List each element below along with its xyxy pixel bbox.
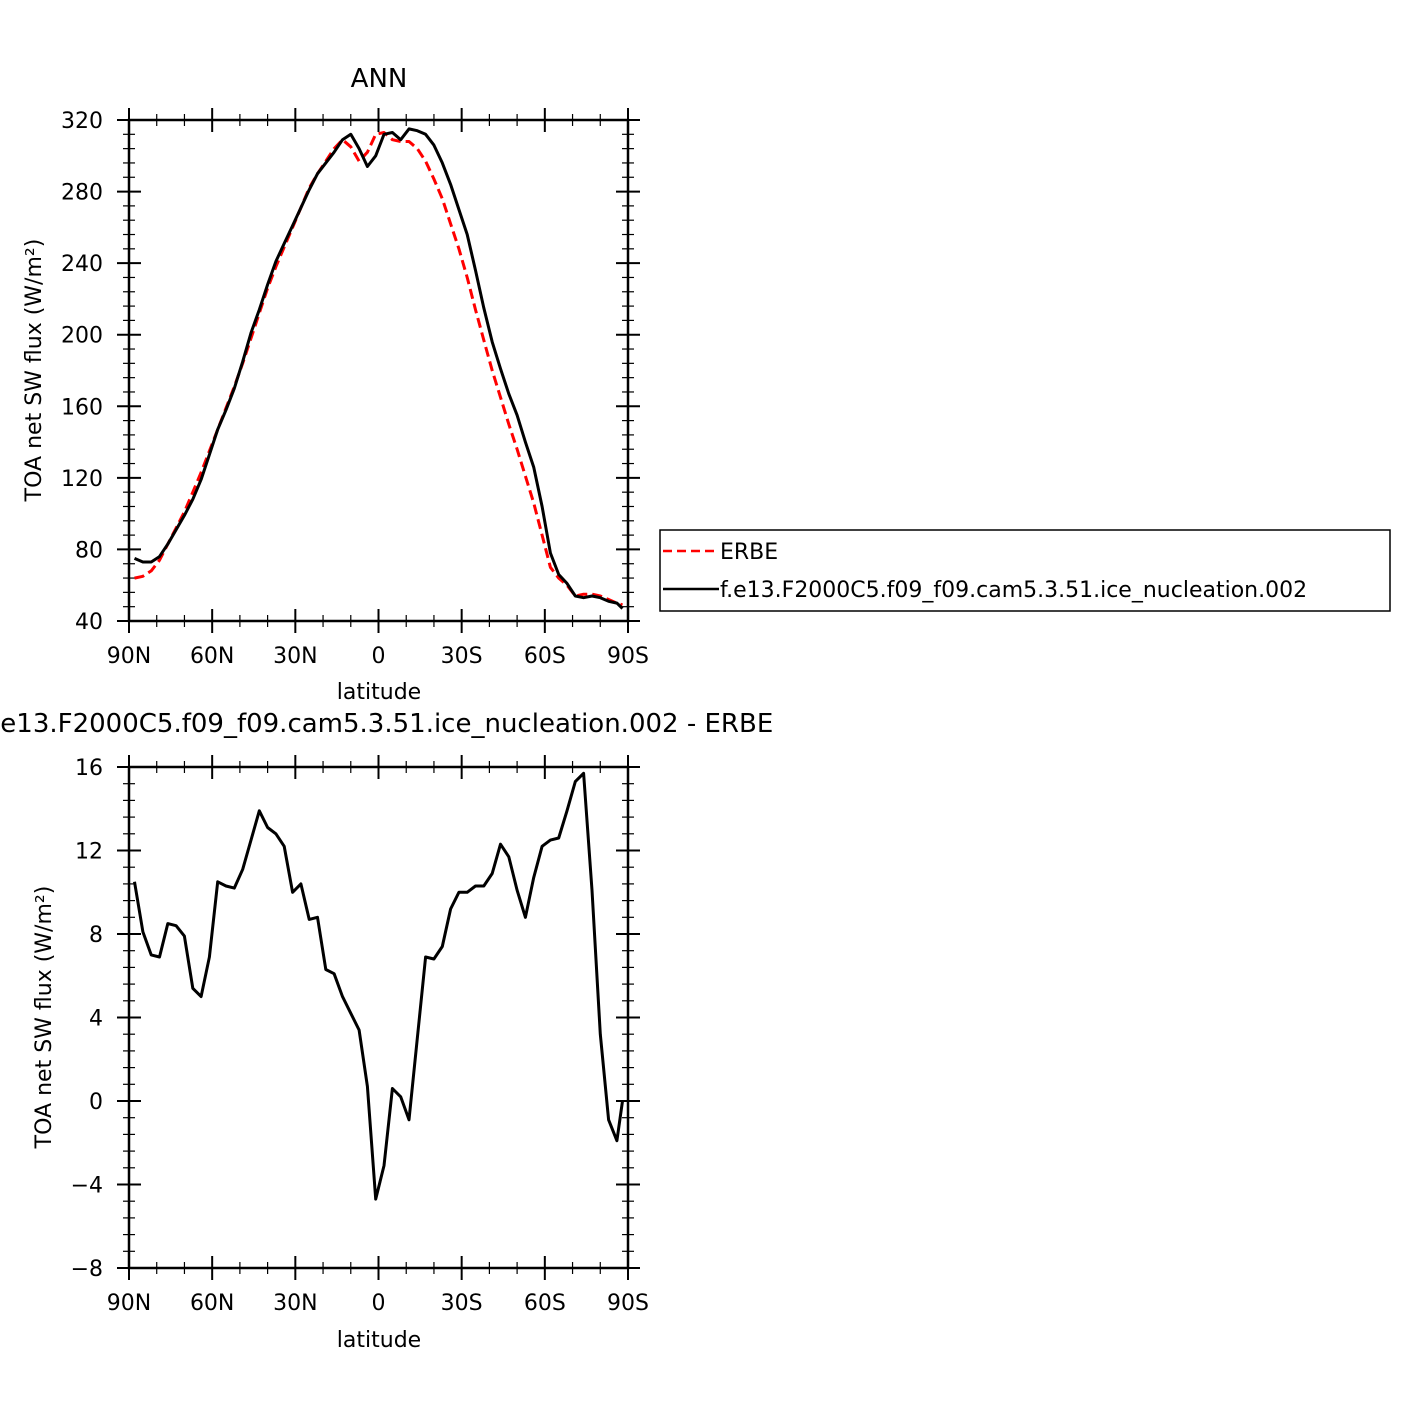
bottom-y-tick-label: 4 bbox=[89, 1007, 103, 1032]
top-y-tick-label: 320 bbox=[61, 109, 103, 134]
bottom-x-tick-label: 60N bbox=[190, 1291, 234, 1316]
legend-label-erbe: ERBE bbox=[720, 540, 778, 565]
top-plot-frame bbox=[127, 118, 630, 623]
top-y-tick-label: 80 bbox=[75, 538, 103, 563]
bottom-x-tick-label: 0 bbox=[372, 1291, 386, 1316]
top-y-tick-label: 160 bbox=[61, 395, 103, 420]
bottom-y-tick-label: 16 bbox=[75, 756, 103, 781]
top-x-tick-label: 60N bbox=[190, 644, 234, 669]
bottom-plot-frame bbox=[127, 765, 630, 1270]
top-x-axis-label: latitude bbox=[337, 680, 421, 705]
bottom-x-tick-label: 30N bbox=[273, 1291, 317, 1316]
bottom-y-axis-label: TOA net SW flux (W/m²) bbox=[32, 886, 57, 1150]
bottom-x-tick-label: 30S bbox=[441, 1291, 483, 1316]
bottom-y-tick-label: 8 bbox=[89, 923, 103, 948]
bottom-y-tick-label: 0 bbox=[89, 1090, 103, 1115]
top-y-tick-label: 240 bbox=[61, 252, 103, 277]
top-x-tick-label: 30N bbox=[273, 644, 317, 669]
legend-box bbox=[659, 529, 1391, 612]
top-x-tick-label: 90N bbox=[107, 644, 151, 669]
top-panel: ANN 40 80 120 160 200 240 280 320 90N 60N 30N 0 30S 6… bbox=[22, 64, 1391, 705]
legend: ERBE f.e13.F2000C5.f09_f09.cam5.3.51.ice… bbox=[659, 529, 1391, 612]
bottom-y-tick-label: 12 bbox=[75, 840, 103, 865]
top-x-tick-label: 0 bbox=[372, 644, 386, 669]
bottom-x-tick-label: 60S bbox=[524, 1291, 566, 1316]
top-chart-title: ANN bbox=[351, 64, 408, 94]
bottom-y-tick-label: −8 bbox=[71, 1257, 103, 1282]
bottom-chart-title: f.e13.F2000C5.f09_f09.cam5.3.51.ice_nucl… bbox=[0, 709, 773, 739]
bottom-panel: f.e13.F2000C5.f09_f09.cam5.3.51.ice_nucl… bbox=[0, 709, 773, 1353]
top-x-tick-label: 60S bbox=[524, 644, 566, 669]
top-y-tick-label: 280 bbox=[61, 181, 103, 206]
top-y-tick-label: 200 bbox=[61, 324, 103, 349]
bottom-x-tick-label: 90S bbox=[607, 1291, 649, 1316]
legend-label-model: f.e13.F2000C5.f09_f09.cam5.3.51.ice_nucl… bbox=[720, 578, 1307, 603]
top-x-tick-label: 30S bbox=[441, 644, 483, 669]
top-series-lines bbox=[133, 127, 624, 610]
top-y-axis-label: TOA net SW flux (W/m²) bbox=[22, 239, 47, 503]
bottom-y-tick-label: −4 bbox=[71, 1174, 103, 1199]
bottom-x-tick-label: 90N bbox=[107, 1291, 151, 1316]
top-y-tick-label: 40 bbox=[75, 610, 103, 635]
top-x-tick-label: 90S bbox=[607, 644, 649, 669]
bottom-series-lines bbox=[133, 771, 624, 1201]
top-axes: 40 80 120 160 200 240 280 320 90N 60N 30N 0 30S 60S 90… bbox=[61, 108, 649, 669]
top-y-tick-label: 120 bbox=[61, 467, 103, 492]
top-series-line-1 bbox=[133, 127, 624, 610]
top-series-line-0 bbox=[134, 131, 623, 607]
bottom-series-line-0 bbox=[133, 771, 624, 1201]
bottom-x-axis-label: latitude bbox=[337, 1328, 421, 1353]
